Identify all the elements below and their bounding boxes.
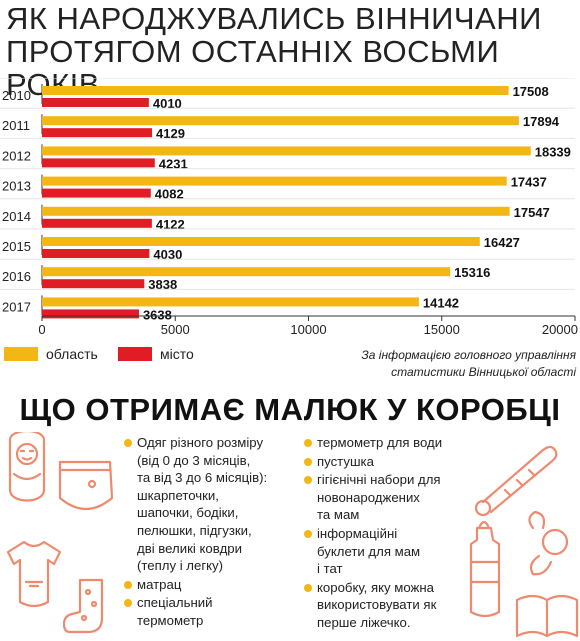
bar-city (42, 98, 149, 107)
list-item: спеціальний термометр (124, 594, 294, 629)
data-label: 17508 (513, 84, 549, 99)
data-label: 14142 (423, 295, 459, 310)
x-tick-label: 5000 (161, 322, 190, 337)
box-contents-left-list: Одяг різного розміру (від 0 до 3 місяців… (124, 434, 294, 631)
year-label: 2010 (2, 88, 31, 103)
pacifier-icon (528, 510, 569, 576)
list-item: термометр для води (304, 434, 464, 452)
bar-city (42, 128, 153, 138)
box-contents-right-list: термометр для води пустушка гігієнічні н… (304, 434, 464, 633)
bar-region (42, 267, 451, 277)
bar-region (42, 146, 531, 156)
baby-bottle-icon (469, 520, 501, 618)
baby-items-illustration-right (469, 445, 579, 638)
x-tick-label: 20000 (542, 322, 578, 337)
year-label: 2012 (2, 148, 31, 163)
year-label: 2017 (2, 299, 31, 314)
data-label: 18339 (535, 144, 571, 159)
bar-city (42, 158, 155, 168)
legend-city-swatch (118, 347, 152, 361)
baby-items-illustration-left (6, 432, 114, 634)
bar-region (42, 176, 507, 186)
x-tick-label: 15000 (424, 322, 460, 337)
data-label: 3838 (148, 277, 177, 292)
data-label: 4010 (153, 96, 182, 111)
bar-city (42, 309, 139, 319)
sock-icon (62, 578, 104, 634)
bar-city (42, 279, 145, 289)
bar-region (42, 86, 509, 95)
list-item: інформаційні буклети для мам і тат (304, 525, 464, 578)
x-tick-label: 10000 (290, 322, 326, 337)
data-label: 4030 (153, 247, 182, 262)
data-label: 17894 (523, 114, 560, 129)
booklet-icon (515, 594, 579, 638)
bar-city (42, 218, 152, 228)
bar-city (42, 249, 150, 258)
chart-title: ЯК НАРОДЖУВАЛИСЬ ВІННИЧАНИ ПРОТЯГОМ ОСТА… (6, 1, 542, 102)
data-label: 17547 (514, 205, 550, 220)
thermometer-icon (474, 445, 558, 517)
legend-region: область (4, 344, 98, 364)
source-note: За інформацією головного управління стат… (361, 348, 576, 379)
bar-region (42, 116, 519, 126)
data-label: 4122 (156, 217, 185, 232)
list-item: коробку, яку можна використовувати як пе… (304, 579, 464, 632)
swaddled-baby-icon (8, 432, 46, 502)
data-label: 17437 (511, 175, 547, 190)
data-label: 4129 (156, 126, 185, 141)
bodysuit-icon (6, 540, 62, 608)
year-label: 2016 (2, 269, 31, 284)
bar-region (42, 237, 480, 246)
legend-region-label: область (46, 346, 98, 362)
legend-city: місто (118, 344, 194, 364)
diaper-icon (58, 460, 114, 511)
legend-region-swatch (4, 347, 38, 361)
list-item: пустушка (304, 453, 464, 471)
data-label: 15316 (454, 265, 490, 280)
births-bar-chart: 2010 17508 4010 2011 17894 4129 2012 18339 4231 2… (0, 78, 578, 337)
bar-city (42, 188, 151, 198)
list-item: гігієнічні набори для новонароджених та … (304, 471, 464, 524)
data-label: 16427 (484, 235, 520, 250)
bar-region (42, 206, 510, 216)
year-label: 2011 (2, 118, 30, 133)
legend-city-label: місто (160, 346, 194, 362)
year-label: 2013 (2, 179, 31, 194)
data-label: 4231 (159, 156, 188, 171)
list-item: матрац (124, 576, 294, 594)
bar-region (42, 297, 419, 307)
x-tick-label: 0 (38, 322, 45, 337)
data-label: 4082 (155, 187, 184, 202)
year-label: 2015 (2, 239, 31, 254)
data-label: 3638 (143, 307, 172, 322)
list-item: Одяг різного розміру (від 0 до 3 місяців… (124, 434, 294, 575)
year-label: 2014 (2, 209, 31, 224)
box-section-title: ЩО ОТРИМАЄ МАЛЮК У КОРОБЦІ (19, 392, 561, 427)
